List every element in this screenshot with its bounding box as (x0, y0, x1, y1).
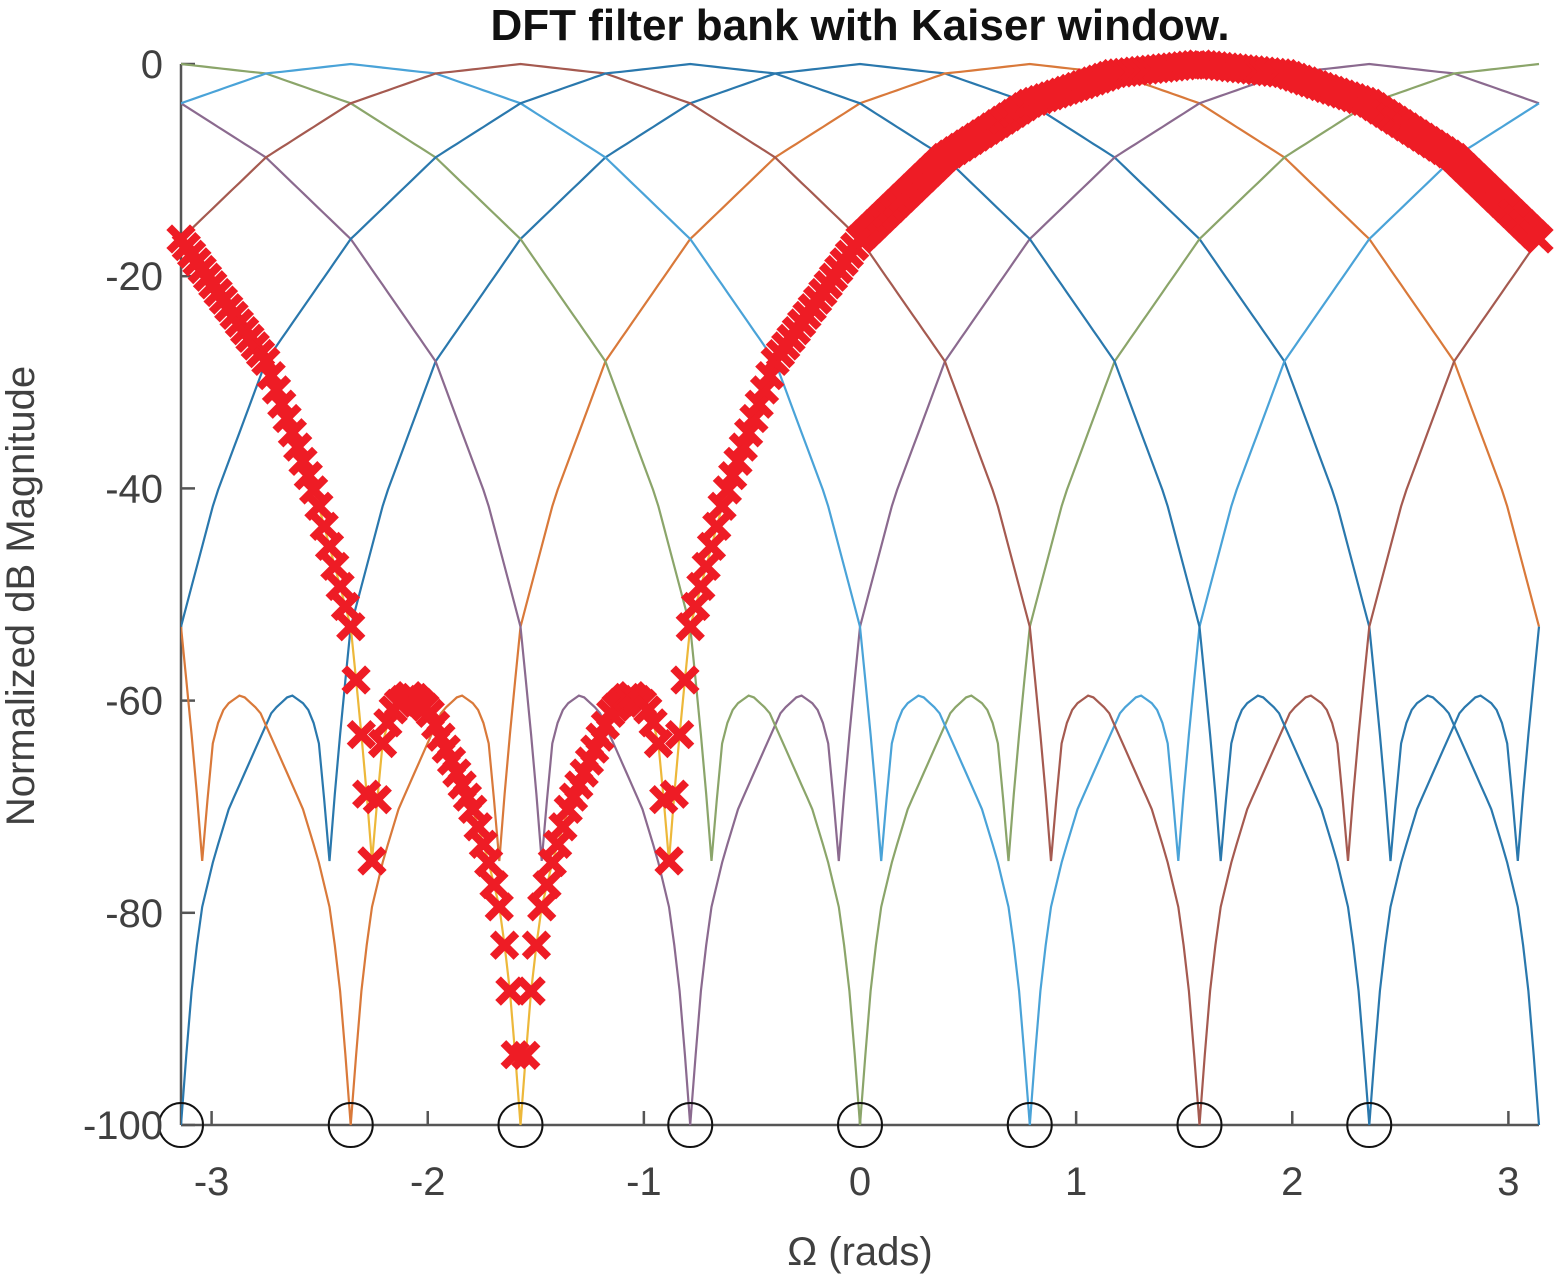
data-marker (638, 708, 668, 738)
data-marker (320, 551, 350, 582)
data-marker (357, 846, 387, 876)
center-circle-marker (837, 1102, 883, 1148)
x-tick-label: -1 (626, 1160, 662, 1204)
filter-line-7 (181, 62, 1541, 1126)
y-tick-label: -80 (105, 892, 163, 936)
x-axis-label: Ω (rads) (787, 1230, 932, 1274)
data-marker (479, 870, 509, 900)
data-marker (489, 930, 520, 960)
center-circle-marker (1176, 1102, 1223, 1148)
x-tick-label: -3 (194, 1160, 230, 1204)
data-marker (686, 571, 716, 602)
y-tick-label: -60 (105, 680, 163, 724)
data-marker (309, 511, 339, 541)
x-tick-label: 3 (1497, 1160, 1519, 1204)
data-marker (474, 847, 504, 878)
x-tick-label: 0 (849, 1160, 871, 1204)
center-circle-marker (667, 1102, 714, 1148)
data-marker (702, 511, 732, 541)
data-marker (643, 728, 674, 759)
data-marker (346, 719, 377, 750)
data-marker (691, 551, 721, 582)
x-tick-label: 2 (1281, 1160, 1303, 1204)
y-tick-label: -40 (105, 467, 163, 511)
y-tick-label: -20 (105, 255, 163, 299)
filter-markers (166, 49, 1554, 1071)
data-marker (341, 665, 371, 695)
data-marker (367, 728, 398, 759)
data-marker (670, 665, 700, 695)
filter-line-4 (181, 62, 1540, 1126)
center-circle-marker (1346, 1102, 1393, 1148)
data-marker (1524, 224, 1554, 254)
data-marker (532, 870, 562, 900)
data-marker (527, 892, 557, 922)
x-tick-label: 1 (1065, 1160, 1087, 1204)
tick-labels: 0 -20 -40 -60 -80 -100 -3 -2 -1 0 1 2 3 (83, 43, 1520, 1204)
data-marker (521, 930, 552, 960)
data-marker (675, 612, 705, 642)
center-circle-marker (497, 1102, 544, 1148)
center-circles (157, 1102, 1393, 1148)
filter-line-5 (181, 62, 1540, 1126)
data-marker (325, 571, 355, 602)
y-tick-label: -100 (83, 1104, 163, 1148)
data-marker (664, 719, 695, 750)
filter-line-0 (181, 62, 1541, 1126)
data-marker (330, 591, 361, 622)
center-circle-marker (327, 1102, 374, 1148)
data-marker (680, 591, 711, 622)
data-marker (516, 976, 546, 1006)
y-tick-label: 0 (141, 43, 163, 87)
data-marker (654, 846, 684, 876)
y-axis-label: Normalized dB Magnitude (0, 366, 43, 826)
data-marker (314, 531, 345, 562)
data-marker (484, 892, 514, 922)
data-marker (336, 612, 366, 642)
data-marker (304, 491, 334, 521)
data-marker (362, 785, 392, 815)
center-circle-marker (157, 1102, 204, 1148)
data-marker (696, 531, 727, 562)
x-tick-label: -2 (410, 1160, 446, 1204)
data-marker (511, 1040, 541, 1071)
center-circle-marker (1006, 1102, 1053, 1148)
data-marker (659, 779, 689, 809)
chart-title: DFT filter bank with Kaiser window. (490, 1, 1229, 50)
data-marker (495, 976, 525, 1006)
